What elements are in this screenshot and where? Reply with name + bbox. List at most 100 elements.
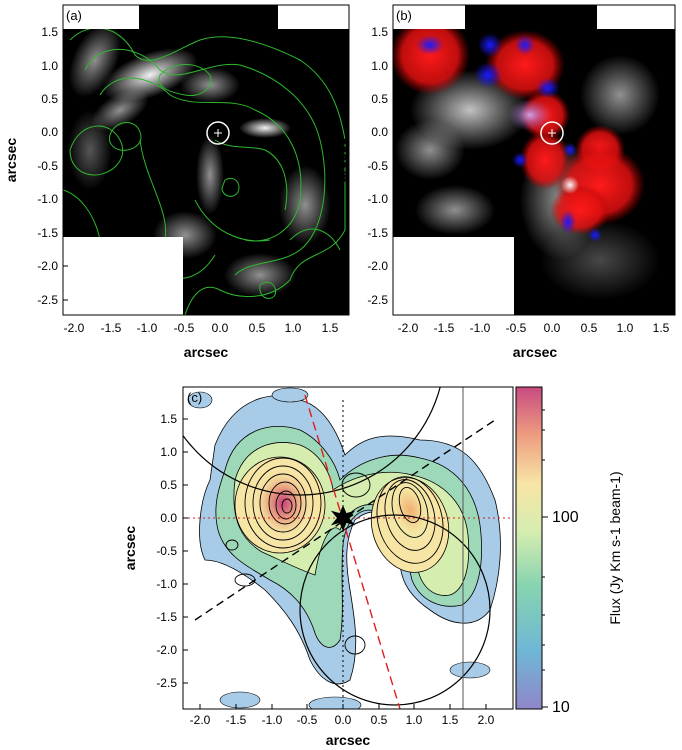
panel-a-ytick: -2.5	[37, 293, 58, 307]
panel-b-ytick: -2.0	[367, 259, 388, 273]
panel-c-ytick: 1.0	[160, 445, 177, 459]
panel-b-ytick: -0.5	[367, 159, 388, 173]
panel-c-xtick: 1.0	[406, 713, 423, 727]
panel-a-xtick: -2.0	[64, 321, 85, 335]
panel-b-marker-circle	[540, 121, 564, 145]
panel-a-xtick-labels: -2.0 -1.5 -1.0 -0.5 0.0 0.5 1.0 1.5	[64, 321, 339, 335]
panel-b-xtick: 0.5	[581, 321, 598, 335]
panel-b-ytick: -2.5	[367, 293, 388, 307]
colorbar	[515, 386, 543, 710]
panel-a-ytick: 0.0	[41, 125, 58, 139]
panel-b-xlabel: arcsec	[513, 344, 558, 360]
panel-a-mask-bottom-left	[63, 237, 183, 315]
colorbar-tick-10: 10	[552, 699, 570, 716]
panel-b-frame	[392, 4, 676, 316]
panel-c-xtick: -1.0	[262, 713, 283, 727]
panel-c-ytick: 0.5	[160, 478, 177, 492]
panel-c-xtick: 0.0	[335, 713, 352, 727]
panel-c-black-dashed-line	[194, 419, 496, 621]
panel-b-xtick: 1.0	[617, 321, 634, 335]
panel-c-ytick: -0.5	[156, 544, 177, 558]
panel-c-xticks	[199, 704, 487, 709]
panel-c-ytick: -1.0	[156, 577, 177, 591]
panel-a-xtick: 0.0	[212, 321, 229, 335]
colorbar-label: Flux (Jy Km s-1 beam-1)	[607, 471, 623, 624]
panel-b: (b) 1.5 1.0 0.5 0.0 -0.5 -1.0 -1.5 -2.0 …	[333, 4, 676, 360]
panel-a-yticks	[63, 31, 68, 301]
panel-c-ytick: -1.5	[156, 610, 177, 624]
panel-c: (c) 1.5 1.0 0.5 0.0 -0.5 -1.0 -1.5 -2.0 …	[122, 386, 623, 748]
panel-c-red-dashed-line	[304, 394, 401, 709]
panel-c-xtick: 0.5	[371, 713, 388, 727]
panel-a-xtick: 0.5	[249, 321, 266, 335]
panel-a-ytick: -0.5	[37, 159, 58, 173]
panel-a-xtick: 1.0	[285, 321, 302, 335]
panel-c-xlabel: arcsec	[326, 732, 371, 748]
panel-b-ytick: 1.0	[371, 59, 388, 73]
panel-c-xtick: -2.0	[190, 713, 211, 727]
panel-b-ytick: -1.0	[367, 192, 388, 206]
panel-b-ytick: -1.5	[367, 226, 388, 240]
panel-a-frame	[62, 4, 350, 316]
panel-c-ytick-labels: 1.5 1.0 0.5 0.0 -0.5 -1.0 -1.5 -2.0 -2.5	[156, 412, 177, 690]
panel-a-ytick: 1.5	[41, 25, 58, 39]
panel-a-ytick: -1.0	[37, 192, 58, 206]
panel-c-frame	[182, 386, 514, 710]
panel-c-xtick-labels: -2.0 -1.5 -1.0 -0.5 0.0 0.5 1.0 1.5 2.0	[190, 713, 495, 727]
panel-a-label: (a)	[66, 8, 82, 23]
panel-a-marker-circle	[206, 121, 230, 145]
panel-c-ytick: -2.5	[156, 676, 177, 690]
panel-c-ytick: 0.0	[160, 511, 177, 525]
panel-c-label: (c)	[187, 390, 202, 405]
panel-c-star-marker	[330, 505, 356, 531]
panel-a-ytick-labels: 1.5 1.0 0.5 0.0 -0.5 -1.0 -1.5 -2.0 -2.5	[37, 25, 58, 307]
panel-b-ylabel: arcsec	[333, 138, 349, 183]
panel-b-emission	[393, 15, 660, 300]
panel-a-mask-top-left	[63, 5, 139, 29]
panel-c-xtick: -0.5	[297, 713, 318, 727]
panel-c-yticks	[183, 418, 188, 684]
panel-b-label: (b)	[396, 8, 412, 23]
panel-a-xtick: -1.0	[137, 321, 158, 335]
panel-a-mask-top-right	[278, 5, 349, 29]
panel-a-xtick: -1.5	[101, 321, 122, 335]
panel-b-xtick: 1.5	[653, 321, 670, 335]
panel-b-xtick: -1.5	[434, 321, 455, 335]
panel-a-ytick: 0.5	[41, 92, 58, 106]
panel-a-marker-cross	[214, 129, 222, 137]
panel-b-ytick: 0.0	[371, 125, 388, 139]
panel-a-ylabel: arcsec	[3, 138, 19, 183]
panel-a-ytick: -1.5	[37, 226, 58, 240]
panel-a-ytick: 1.0	[41, 59, 58, 73]
panel-b-marker-cross	[548, 129, 556, 137]
panel-a-ytick: -2.0	[37, 259, 58, 273]
panel-c-ytick: -2.0	[156, 643, 177, 657]
colorbar-ticks	[542, 409, 548, 708]
panel-b-ytick: 0.5	[371, 92, 388, 106]
panel-b-xtick: -2.0	[398, 321, 419, 335]
panel-c-circle-upper	[183, 387, 441, 496]
panel-a: (a) 1.5 1.0 0.5 0.0 -0.5 -1.0 -1.5 -2.0 …	[3, 4, 350, 360]
panel-b-mask-top-right	[597, 5, 675, 29]
panel-c-xtick: 1.5	[442, 713, 459, 727]
panel-b-xtick: -0.5	[506, 321, 527, 335]
panel-a-xlabel: arcsec	[184, 344, 229, 360]
colorbar-tick-100: 100	[552, 509, 579, 526]
panel-b-xtick-labels: -2.0 -1.5 -1.0 -0.5 0.0 0.5 1.0 1.5	[398, 321, 670, 335]
panel-b-xtick: 0.0	[544, 321, 561, 335]
panel-b-mask-top-left	[393, 5, 465, 29]
panel-c-circle-lower	[299, 514, 491, 706]
panel-c-xtick: 2.0	[478, 713, 495, 727]
panel-a-xtick: 1.5	[322, 321, 339, 335]
panel-a-emission	[68, 22, 331, 297]
panel-b-ytick: 1.5	[371, 25, 388, 39]
panel-b-mask-bottom-left	[393, 237, 514, 315]
panel-c-ylabel: arcsec	[122, 526, 138, 571]
panel-a-xtick: -0.5	[174, 321, 195, 335]
panel-b-ytick-labels: 1.5 1.0 0.5 0.0 -0.5 -1.0 -1.5 -2.0 -2.5	[367, 25, 388, 307]
panel-c-ytick: 1.5	[160, 412, 177, 426]
panel-c-map	[183, 387, 513, 709]
panel-b-xtick: -1.0	[470, 321, 491, 335]
panel-c-xtick: -1.5	[226, 713, 247, 727]
